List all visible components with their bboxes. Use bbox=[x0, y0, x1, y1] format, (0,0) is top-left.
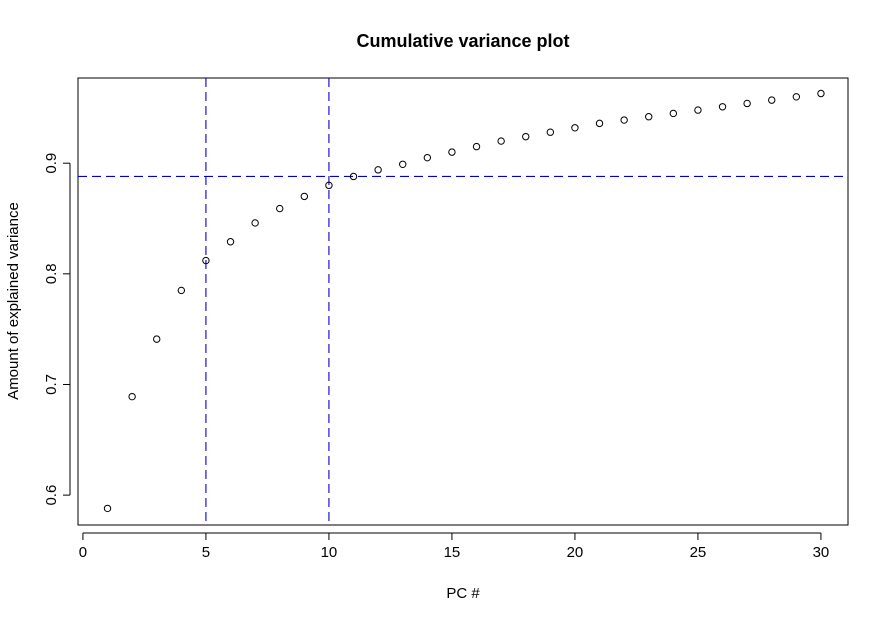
data-point bbox=[669, 109, 678, 118]
data-point bbox=[694, 106, 702, 114]
y-tick-label: 0.9 bbox=[43, 153, 60, 174]
x-tick-label: 30 bbox=[813, 544, 830, 561]
x-axis-label: PC # bbox=[446, 585, 480, 602]
x-axis: 0 5 10 15 20 25 30 bbox=[79, 532, 830, 561]
y-tick-label: 0.8 bbox=[43, 263, 60, 284]
data-point bbox=[472, 142, 481, 151]
plot-frame bbox=[77, 77, 849, 526]
data-point bbox=[497, 137, 505, 145]
x-tick-label: 0 bbox=[79, 544, 87, 561]
data-point bbox=[718, 103, 727, 111]
data-point bbox=[768, 96, 776, 104]
data-point bbox=[349, 172, 358, 181]
data-point bbox=[128, 392, 136, 401]
y-tick-label: 0.6 bbox=[43, 485, 60, 506]
x-tick-label: 5 bbox=[202, 544, 210, 561]
y-tick-label: 0.7 bbox=[43, 374, 60, 395]
data-points bbox=[103, 89, 825, 513]
data-point bbox=[251, 219, 259, 227]
data-point bbox=[374, 166, 382, 174]
data-point bbox=[276, 204, 284, 213]
data-point bbox=[522, 132, 530, 141]
x-tick-label: 15 bbox=[444, 544, 461, 561]
chart-title: Cumulative variance plot bbox=[356, 31, 569, 51]
data-point bbox=[177, 286, 186, 295]
data-point bbox=[645, 113, 653, 121]
data-point bbox=[546, 128, 555, 136]
x-tick-label: 10 bbox=[321, 544, 338, 561]
data-point bbox=[226, 238, 235, 246]
data-point bbox=[300, 192, 309, 201]
data-point bbox=[423, 153, 432, 162]
y-axis-label: Amount of explained variance bbox=[5, 202, 22, 400]
data-point bbox=[817, 89, 825, 98]
data-point bbox=[743, 99, 751, 108]
data-point bbox=[571, 124, 579, 132]
reference-lines bbox=[78, 78, 848, 525]
data-point bbox=[792, 93, 801, 101]
data-point bbox=[620, 116, 628, 124]
data-point bbox=[103, 504, 112, 513]
data-point bbox=[448, 148, 456, 156]
data-point bbox=[399, 160, 407, 169]
x-tick-label: 25 bbox=[690, 544, 707, 561]
data-point bbox=[595, 119, 604, 128]
data-point bbox=[325, 181, 333, 190]
y-axis: 0.6 0.7 0.8 0.9 bbox=[43, 153, 71, 506]
data-point bbox=[202, 256, 210, 265]
x-tick-label: 20 bbox=[567, 544, 584, 561]
data-point bbox=[153, 335, 161, 343]
